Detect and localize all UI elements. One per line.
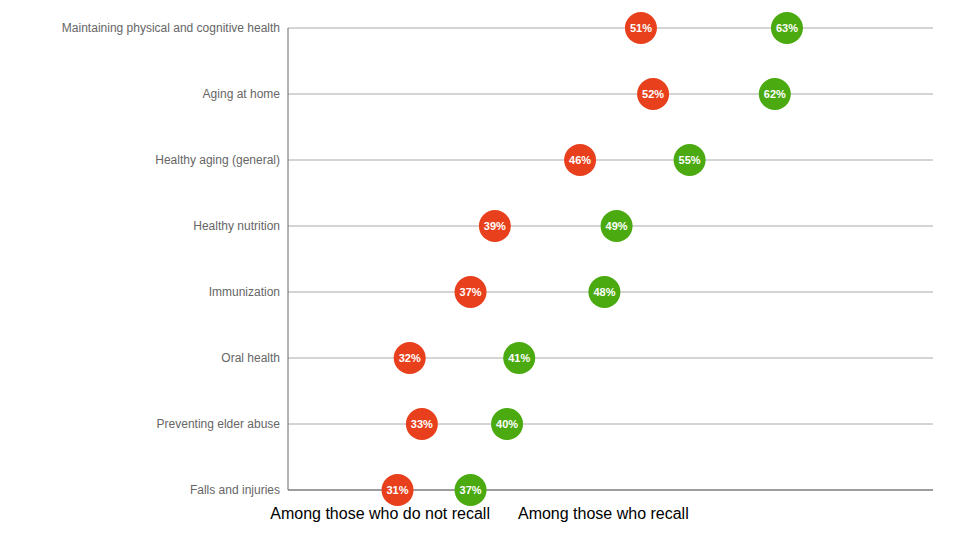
svg-text:37%: 37% — [460, 286, 482, 298]
svg-text:41%: 41% — [508, 352, 530, 364]
svg-text:49%: 49% — [606, 220, 628, 232]
svg-text:Oral health: Oral health — [221, 351, 280, 365]
svg-text:Aging at home: Aging at home — [203, 87, 281, 101]
html-text:Among those who recall: Among those who recall — [518, 505, 689, 522]
svg-text:32%: 32% — [399, 352, 421, 364]
svg-text:37%: 37% — [460, 484, 482, 496]
html-text:Among those who do not recall: Among those who do not recall — [270, 505, 490, 522]
svg-text:Maintaining physical and cogni: Maintaining physical and cognitive healt… — [62, 21, 280, 35]
svg-text:Preventing elder abuse: Preventing elder abuse — [157, 417, 281, 431]
svg-text:51%: 51% — [630, 22, 652, 34]
svg-text:Healthy nutrition: Healthy nutrition — [193, 219, 280, 233]
svg-text:33%: 33% — [411, 418, 433, 430]
svg-text:31%: 31% — [387, 484, 409, 496]
svg-text:Falls and injuries: Falls and injuries — [190, 483, 280, 497]
svg-text:62%: 62% — [764, 88, 786, 100]
svg-text:63%: 63% — [776, 22, 798, 34]
svg-text:48%: 48% — [593, 286, 615, 298]
svg-text:39%: 39% — [484, 220, 506, 232]
svg-text:55%: 55% — [679, 154, 701, 166]
svg-text:52%: 52% — [642, 88, 664, 100]
svg-text:Healthy aging (general): Healthy aging (general) — [155, 153, 280, 167]
svg-text:Immunization: Immunization — [209, 285, 280, 299]
svg-text:46%: 46% — [569, 154, 591, 166]
svg-text:40%: 40% — [496, 418, 518, 430]
